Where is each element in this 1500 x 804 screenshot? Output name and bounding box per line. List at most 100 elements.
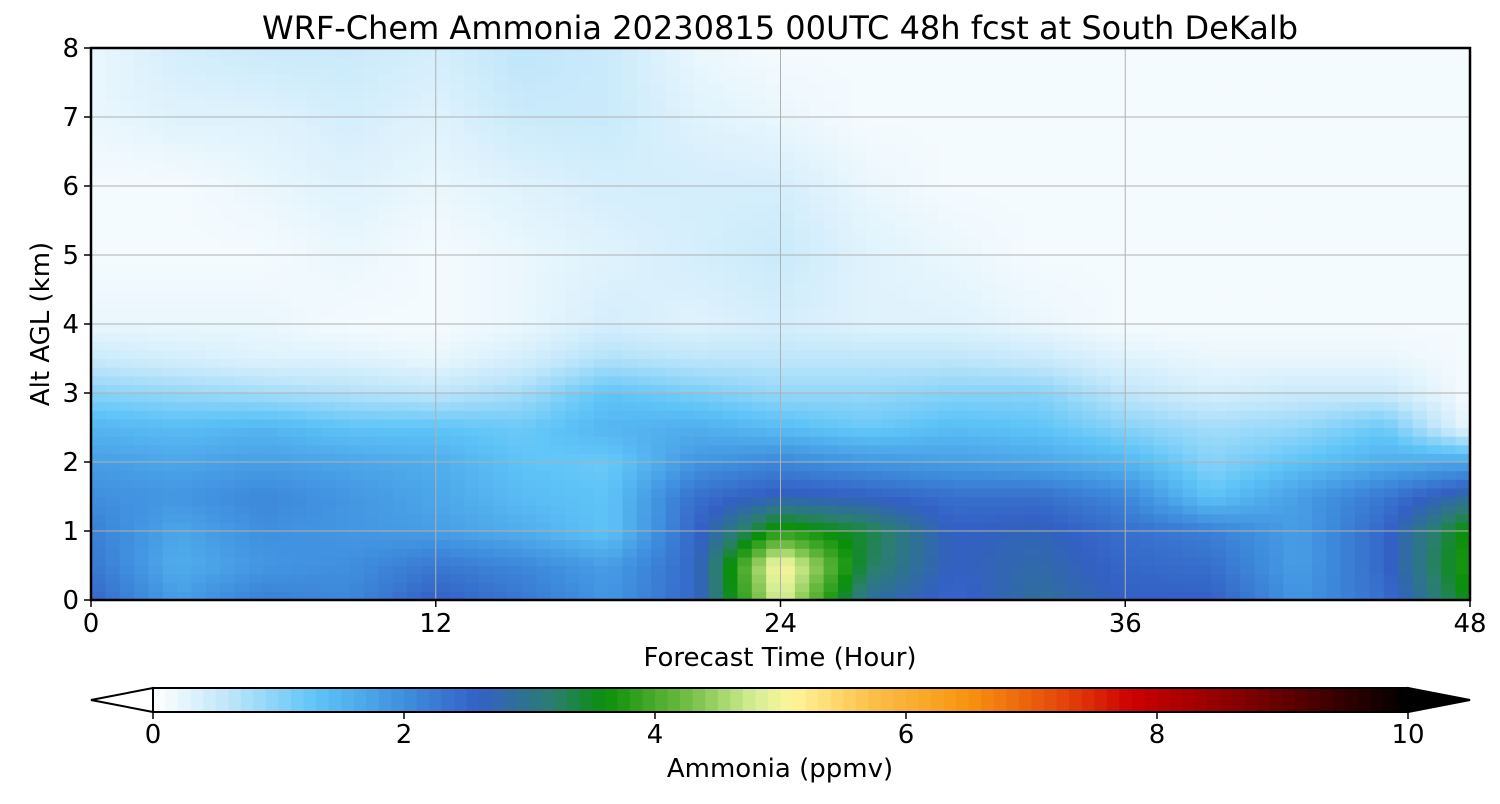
heat-cell [263, 341, 279, 351]
heat-cell [1039, 479, 1055, 489]
heat-cell [536, 384, 552, 394]
heat-cell [895, 211, 911, 222]
heat-cell [335, 272, 351, 282]
heat-cell [263, 410, 279, 420]
heat-cell [148, 315, 164, 325]
heat-cell [306, 255, 322, 265]
heat-cell [1311, 548, 1327, 558]
heat-cell [320, 229, 336, 239]
heat-cell [148, 548, 164, 558]
heat-cell [794, 453, 810, 463]
heat-cell [1441, 168, 1457, 178]
heat-cell [1326, 160, 1342, 170]
heat-cell [866, 410, 882, 420]
heat-cell [1139, 160, 1155, 170]
heat-cell [349, 358, 365, 368]
heat-cell [148, 375, 164, 385]
heat-cell [507, 349, 523, 360]
heat-cell [1096, 513, 1112, 523]
heat-cell [1024, 556, 1040, 567]
heat-cell [1053, 401, 1069, 411]
heat-cell [1096, 151, 1112, 161]
heat-cell [737, 306, 753, 316]
heat-cell [593, 591, 609, 601]
heat-cell [105, 367, 121, 377]
heat-cell [924, 220, 940, 230]
heat-cell [1297, 186, 1313, 196]
heat-cell [363, 367, 379, 377]
heat-cell [306, 203, 322, 213]
heat-cell [1139, 211, 1155, 222]
heat-cell [881, 375, 897, 385]
heat-cell [263, 220, 279, 230]
heat-cell [909, 410, 925, 420]
heat-cell [809, 384, 825, 394]
heat-cell [464, 401, 480, 411]
heat-cell [1197, 315, 1213, 325]
heat-cell [881, 306, 897, 316]
heat-cell [306, 582, 322, 592]
heat-cell [1297, 306, 1313, 316]
heat-cell [1211, 229, 1227, 239]
heat-cell [1268, 531, 1284, 541]
heat-cell [105, 177, 121, 187]
heat-cell [995, 194, 1011, 204]
heat-cell [1412, 289, 1428, 299]
heat-cell [694, 522, 710, 532]
heat-cell [292, 470, 308, 480]
heat-cell [679, 280, 695, 291]
heat-cell [292, 505, 308, 515]
heat-cell [1283, 177, 1299, 187]
heat-cell [234, 556, 250, 567]
heat-cell [550, 375, 566, 385]
heat-cell [608, 255, 624, 265]
heat-cell [1426, 375, 1442, 385]
heat-cell [1168, 151, 1184, 161]
heat-cell [550, 151, 566, 161]
heat-cell [1168, 168, 1184, 178]
heat-cell [105, 280, 121, 291]
heat-cell [1082, 556, 1098, 567]
heat-cell [1024, 462, 1040, 472]
heat-cell [823, 272, 839, 282]
heat-cell [1024, 453, 1040, 463]
heat-cell [1168, 211, 1184, 222]
heat-cell [536, 418, 552, 429]
heat-cell [521, 289, 537, 299]
heat-cell [651, 436, 667, 446]
heat-cell [1153, 470, 1169, 480]
heat-cell [651, 487, 667, 498]
heat-cell [292, 393, 308, 403]
heat-cell [1268, 246, 1284, 256]
heat-cell [794, 393, 810, 403]
heat-cell [1096, 574, 1112, 584]
heat-cell [1268, 220, 1284, 230]
heat-cell [1053, 358, 1069, 368]
heat-cell [1039, 470, 1055, 480]
heat-cell [1412, 427, 1428, 437]
heat-cell [421, 211, 437, 222]
heat-cell [995, 522, 1011, 532]
heat-cell [579, 393, 595, 403]
heat-cell [1311, 177, 1327, 187]
heat-cell [378, 574, 394, 584]
heat-cell [881, 410, 897, 420]
heat-cell [1398, 384, 1414, 394]
heat-cell [277, 574, 293, 584]
heat-cell [249, 255, 264, 265]
heat-cell [521, 393, 537, 403]
heat-cell [1412, 436, 1428, 446]
heat-cell [651, 505, 667, 515]
heat-cell [794, 505, 810, 515]
heat-cell [895, 272, 911, 282]
heat-cell [134, 151, 150, 161]
heat-cell [91, 272, 106, 282]
heat-cell [507, 556, 523, 567]
heat-cell [292, 522, 308, 532]
heat-cell [1125, 393, 1141, 403]
heat-cell [1369, 229, 1385, 239]
heat-cell [737, 255, 753, 265]
heat-cell [263, 151, 279, 161]
heat-cell [1297, 531, 1313, 541]
heat-cell [493, 418, 509, 429]
